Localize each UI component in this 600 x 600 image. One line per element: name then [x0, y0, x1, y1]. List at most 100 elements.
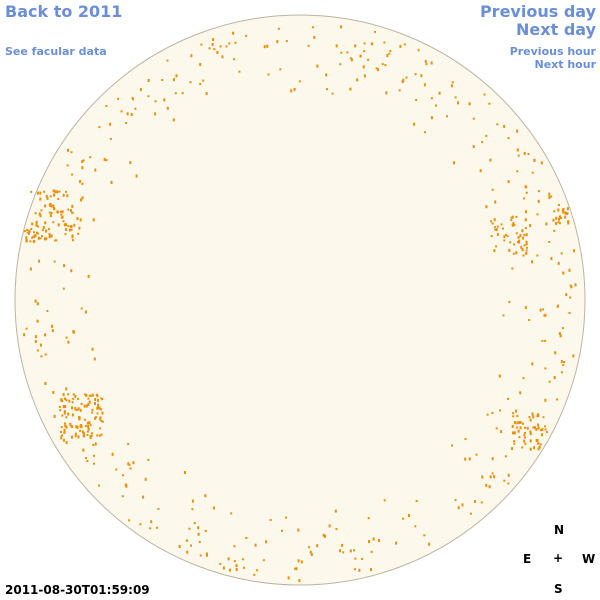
facula — [101, 420, 104, 423]
facula — [537, 426, 540, 430]
facula — [89, 424, 92, 427]
solar-disk — [14, 14, 586, 586]
facula — [70, 151, 73, 154]
facula — [59, 409, 62, 412]
facula — [78, 226, 81, 230]
facula — [505, 233, 508, 236]
facula — [46, 196, 49, 200]
facula — [91, 347, 94, 351]
facula — [88, 394, 91, 397]
facula — [500, 430, 503, 434]
facula — [71, 425, 74, 428]
facula — [383, 499, 386, 502]
facula — [507, 137, 510, 140]
facula — [325, 73, 328, 77]
facula — [109, 122, 112, 126]
facula — [42, 226, 45, 229]
facula — [149, 527, 152, 530]
facula — [48, 233, 51, 236]
facula — [507, 473, 510, 477]
facula — [172, 118, 175, 122]
facula — [82, 434, 85, 438]
next-hour-link[interactable]: Next hour — [534, 58, 597, 71]
facular-link[interactable]: See facular data — [5, 45, 107, 58]
facula — [85, 393, 88, 397]
facula — [516, 129, 519, 133]
facula — [508, 300, 511, 303]
back-link[interactable]: Back to 2011 — [5, 2, 123, 21]
facula — [71, 211, 74, 214]
facula — [511, 215, 514, 219]
facula — [485, 134, 488, 137]
facula — [63, 410, 66, 414]
facula — [279, 68, 282, 71]
facula — [494, 200, 497, 204]
facula — [464, 438, 467, 440]
next-day-link[interactable]: Next day — [516, 20, 596, 39]
facula — [71, 235, 74, 239]
facula — [349, 57, 352, 60]
facula — [86, 421, 89, 425]
facula — [52, 221, 55, 224]
facula — [414, 73, 417, 76]
facula — [565, 293, 568, 297]
facula — [451, 81, 454, 84]
facula — [349, 549, 352, 553]
facula — [74, 394, 77, 398]
facula — [79, 180, 82, 184]
facula — [64, 228, 67, 231]
facula — [216, 51, 219, 54]
facula — [529, 447, 532, 451]
facula — [539, 443, 542, 446]
facula — [446, 115, 448, 118]
facula — [62, 393, 65, 397]
facula — [334, 509, 337, 513]
facula — [452, 161, 455, 165]
facula — [25, 239, 28, 243]
facula — [335, 44, 338, 48]
facula — [557, 304, 559, 307]
facula — [450, 84, 453, 88]
facula — [199, 83, 202, 85]
facula — [49, 214, 52, 218]
facula — [537, 442, 540, 445]
facula — [62, 193, 65, 197]
facula — [69, 225, 72, 228]
facula — [525, 210, 527, 214]
facula — [511, 447, 513, 451]
facula — [156, 526, 158, 529]
facula — [519, 391, 522, 395]
facula — [457, 506, 460, 510]
facula — [174, 92, 177, 95]
facula — [560, 252, 563, 255]
facula — [531, 412, 534, 416]
facula — [518, 421, 521, 424]
facula — [544, 339, 547, 342]
facula — [65, 223, 67, 227]
facula — [41, 229, 44, 232]
facula — [423, 534, 426, 537]
facula — [75, 409, 78, 412]
facula — [525, 241, 528, 244]
facula — [362, 65, 365, 69]
facula — [415, 500, 418, 503]
facula — [496, 225, 499, 228]
facula — [495, 228, 498, 232]
facula — [298, 80, 301, 83]
facula — [115, 468, 118, 471]
facula — [424, 59, 427, 63]
facula — [228, 568, 231, 572]
facula — [489, 158, 492, 162]
facula — [525, 233, 528, 237]
facula — [89, 394, 92, 397]
facula — [545, 431, 548, 434]
facula — [89, 436, 92, 440]
facula — [377, 68, 379, 72]
previous-day-link[interactable]: Previous day — [479, 2, 596, 21]
facula — [507, 482, 510, 485]
facula — [537, 423, 540, 427]
facula — [99, 416, 102, 419]
previous-hour-link[interactable]: Previous hour — [509, 45, 596, 58]
facula — [81, 430, 84, 434]
